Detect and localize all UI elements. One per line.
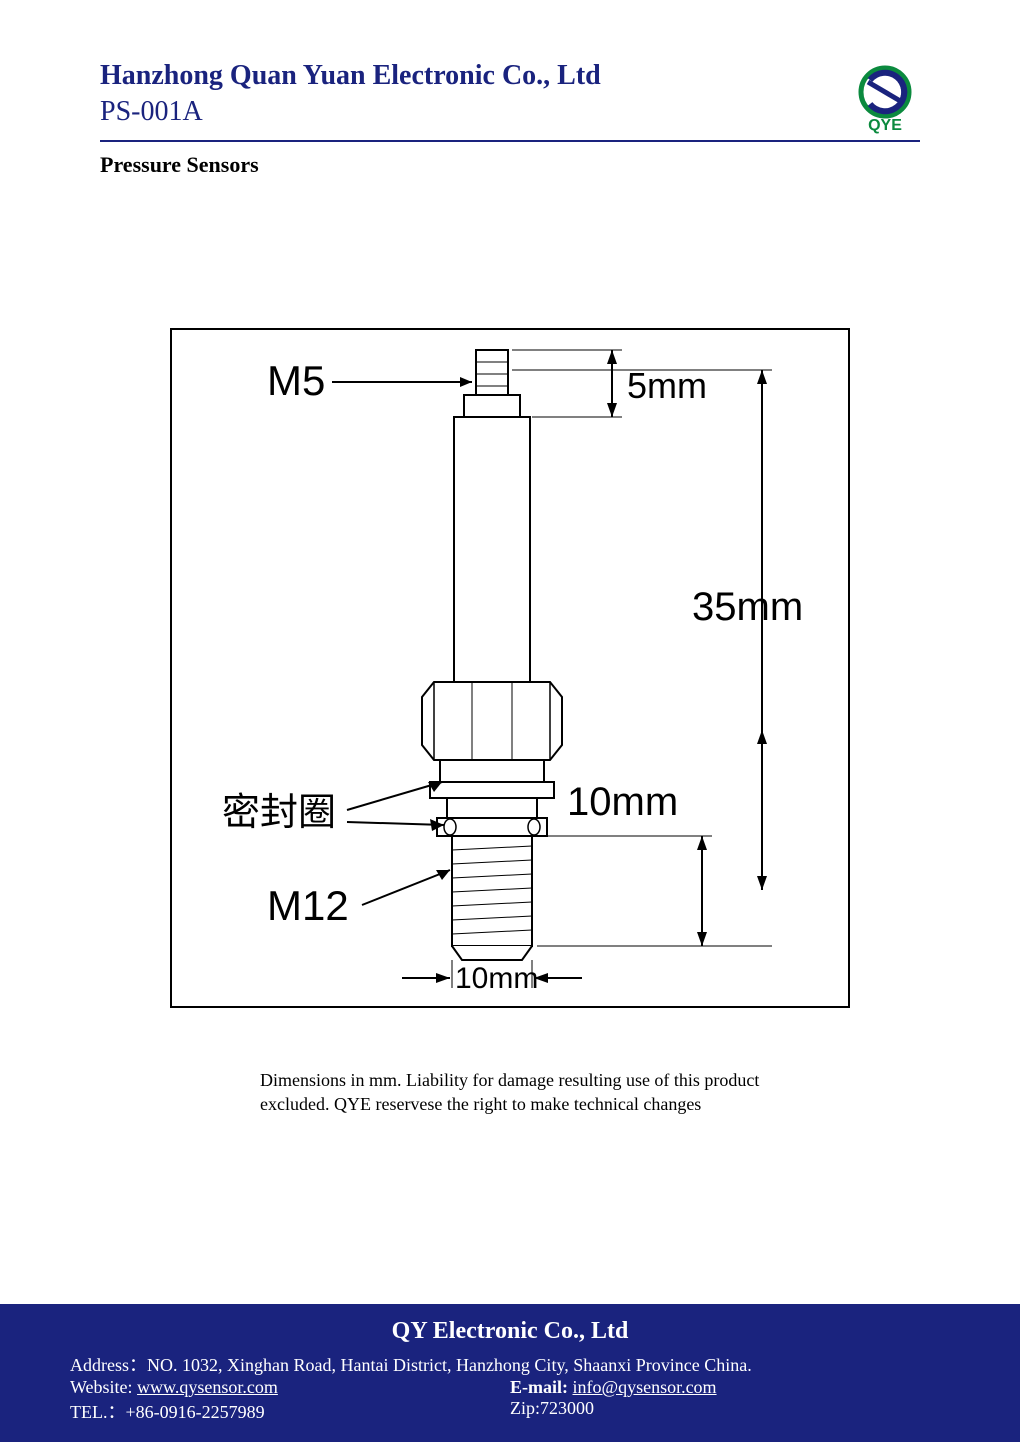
company-name: Hanzhong Quan Yuan Electronic Co., Ltd [100,60,601,92]
website-link[interactable]: www.qysensor.com [137,1377,278,1397]
website-label: Website: [70,1377,137,1397]
company-logo: QYE [850,64,920,134]
zip-label: Zip: [510,1398,540,1418]
email-label: E-mail: [510,1377,573,1397]
dim-5mm: 5mm [627,365,707,406]
model-number: PS-001A [100,96,601,128]
dim-35mm: 35mm [692,585,803,629]
header-divider [100,140,920,142]
page-subtitle: Pressure Sensors [100,152,920,178]
label-m5: M5 [267,357,325,404]
address-label: Address： [70,1355,147,1375]
logo-text: QYE [868,117,902,134]
address-text: NO. 1032, Xinghan Road, Hantai District,… [147,1355,752,1375]
label-seal-ring: 密封圈 [222,792,336,834]
dim-10mm-bottom: 10mm [455,962,538,995]
page-footer: QY Electronic Co., Ltd Address：NO. 1032,… [0,1304,1020,1442]
footer-company: QY Electronic Co., Ltd [70,1318,950,1345]
page-header: Hanzhong Quan Yuan Electronic Co., Ltd P… [100,60,920,134]
tel-label: TEL.： [70,1402,126,1422]
dimension-diagram: M5 5mm 35mm [170,328,850,1008]
email-link[interactable]: info@qysensor.com [573,1377,717,1397]
dim-10mm-side: 10mm [567,780,678,824]
label-m12: M12 [267,882,349,929]
diagram-caption: Dimensions in mm. Liability for damage r… [260,1068,820,1117]
tel-text: +86-0916-2257989 [126,1402,265,1422]
zip-text: 723000 [540,1398,594,1418]
